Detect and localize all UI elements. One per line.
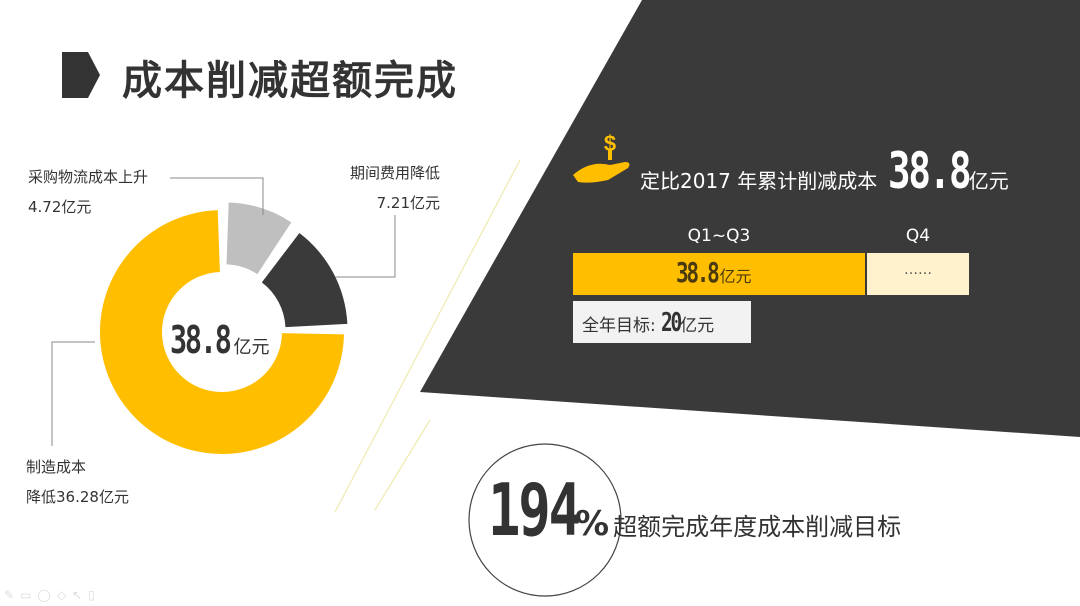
q4-bar <box>867 253 969 295</box>
leader-line <box>335 215 396 278</box>
label-name: 制造成本 <box>26 458 87 476</box>
q13-unit: 亿元 <box>719 267 752 286</box>
label-period: 期间费用降低 7.21亿元 <box>350 158 440 218</box>
donut-slice-2 <box>99 210 344 455</box>
svg-text:$: $ <box>604 131 616 156</box>
summary-unit: 亿元 <box>968 169 1009 193</box>
donut-slice-1 <box>261 233 348 328</box>
q4-value: …… <box>904 262 932 278</box>
summary-value: 38.8 <box>888 142 972 200</box>
center-value: 38.8 <box>170 318 232 362</box>
leader-line <box>51 341 95 446</box>
donut-center: 38.8 亿元 <box>170 318 270 362</box>
donut-chart <box>99 202 348 455</box>
q13-number: 38.8 <box>676 256 720 289</box>
target-unit: 亿元 <box>680 316 715 336</box>
money-hand-icon: $ <box>573 131 630 183</box>
q13-bar <box>573 253 865 295</box>
summary-text: 定比2017 年累计削减成本 <box>640 169 878 193</box>
q13-label: Q1~Q3 <box>687 226 751 246</box>
label-value: 4.72亿元 <box>28 198 92 216</box>
summary: 定比2017 年累计削减成本 38.8亿元 <box>640 142 1009 200</box>
donut-slice-0 <box>226 202 292 275</box>
target-box <box>573 301 751 343</box>
page-title: 成本削减超额完成 <box>122 58 458 104</box>
label-purchase: 采购物流成本上升 4.72亿元 <box>28 162 148 222</box>
decor-line <box>374 419 431 511</box>
q13-value: 38.8 亿元 <box>676 256 751 289</box>
target-label: 全年目标: <box>582 316 656 336</box>
label-name: 采购物流成本上升 <box>28 168 149 186</box>
completion-circle <box>468 443 622 597</box>
target: 全年目标: 20亿元 <box>582 308 714 338</box>
completion-unit: % <box>575 504 610 544</box>
label-value: 7.21亿元 <box>376 194 440 212</box>
dark-panel <box>420 0 1080 437</box>
label-manufacturing: 制造成本 降低36.28亿元 <box>26 452 129 512</box>
leader-line <box>170 177 264 215</box>
decor-line <box>334 159 521 513</box>
completion: 194% 超额完成年度成本削减目标 <box>488 468 901 552</box>
slide-toolbar[interactable]: ✎▭◯◇↖▯ <box>4 588 101 602</box>
completion-value: 194 <box>488 468 581 552</box>
label-value: 降低36.28亿元 <box>26 488 129 506</box>
completion-text: 超额完成年度成本削减目标 <box>613 513 902 541</box>
label-name: 期间费用降低 <box>349 164 440 182</box>
q4-label: Q4 <box>905 226 931 246</box>
target-value: 20 <box>660 308 682 338</box>
center-unit: 亿元 <box>233 337 270 358</box>
title-arrow-icon <box>62 52 100 98</box>
